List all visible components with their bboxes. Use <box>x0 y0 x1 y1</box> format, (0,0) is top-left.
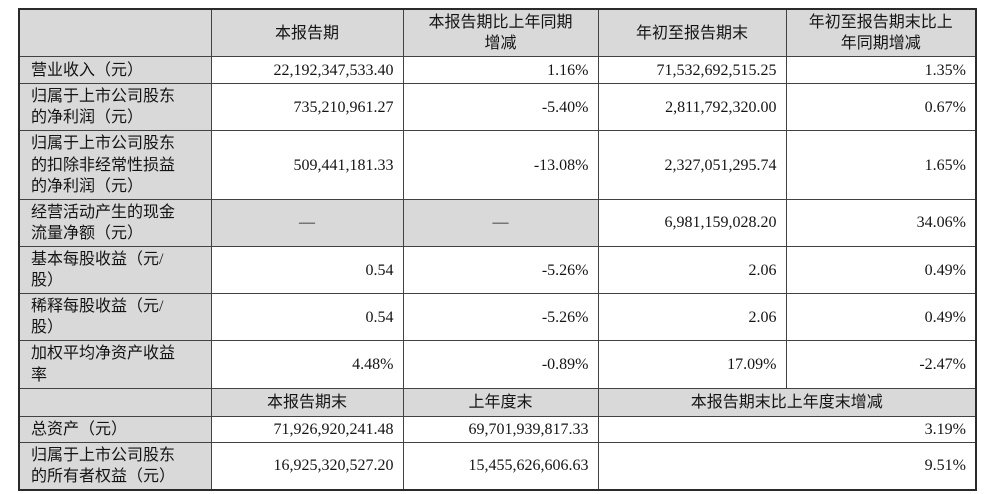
table-row-basic-eps: 基本每股收益（元/ 股） 0.54 -5.26% 2.06 0.49% <box>18 245 977 295</box>
table-row-net-profit: 归属于上市公司股东 的净利润（元） 735,210,961.27 -5.40% … <box>18 83 977 132</box>
value-cell: 16,925,320,527.20 <box>210 441 404 491</box>
table-row-weighted-roe: 加权平均净资产收益 率 4.48% -0.89% 17.09% -2.47% <box>18 340 977 389</box>
header-ytd: 年初至报告期末 <box>597 8 787 58</box>
value-cell: 1.35% <box>785 56 977 85</box>
header-period-end-change: 本报告期末比上年度末增减 <box>597 387 977 417</box>
empty-dash-cell: — <box>210 198 404 247</box>
row-label: 经营活动产生的现金 流量净额（元） <box>18 198 212 247</box>
row-label: 总资产（元） <box>18 415 212 443</box>
value-cell: 17.09% <box>597 340 787 389</box>
value-cell: 0.54 <box>210 245 404 295</box>
value-cell: 735,210,961.27 <box>210 83 404 132</box>
value-cell: 2.06 <box>597 293 787 342</box>
row-label: 归属于上市公司股东 的所有者权益（元） <box>18 441 212 491</box>
value-cell: 2.06 <box>597 245 787 295</box>
row-label: 营业收入（元） <box>18 56 212 85</box>
header-yoy-change: 本报告期比上年同期 增减 <box>402 8 599 58</box>
key-financials-table: 本报告期 本报告期比上年同期 增减 年初至报告期末 年初至报告期末比上 年同期增… <box>18 8 977 491</box>
row-label: 归属于上市公司股东 的扣除非经常性损益 的净利润（元） <box>18 130 212 200</box>
secondary-header-row: 本报告期末 上年度末 本报告期末比上年度末增减 <box>18 387 977 417</box>
table-row-operating-cash-flow: 经营活动产生的现金 流量净额（元） — — 6,981,159,028.20 3… <box>18 198 977 247</box>
value-cell: -5.26% <box>402 293 599 342</box>
value-cell: 34.06% <box>785 198 977 247</box>
value-cell: 2,811,792,320.00 <box>597 83 787 132</box>
row-label: 归属于上市公司股东 的净利润（元） <box>18 83 212 132</box>
value-cell: 71,532,692,515.25 <box>597 56 787 85</box>
value-cell: 0.67% <box>785 83 977 132</box>
value-cell: 3.19% <box>597 415 977 443</box>
value-cell: -13.08% <box>402 130 599 200</box>
table-row-net-profit-excl-nonrecurring: 归属于上市公司股东 的扣除非经常性损益 的净利润（元） 509,441,181.… <box>18 130 977 200</box>
value-cell: 0.54 <box>210 293 404 342</box>
value-cell: 1.65% <box>785 130 977 200</box>
table-row-total-assets: 总资产（元） 71,926,920,241.48 69,701,939,817.… <box>18 415 977 443</box>
value-cell: 69,701,939,817.33 <box>402 415 599 443</box>
row-label: 加权平均净资产收益 率 <box>18 340 212 389</box>
header-empty-cell <box>18 387 212 417</box>
row-label: 基本每股收益（元/ 股） <box>18 245 212 295</box>
value-cell: 71,926,920,241.48 <box>210 415 404 443</box>
header-empty-cell <box>18 8 212 58</box>
table-row-diluted-eps: 稀释每股收益（元/ 股） 0.54 -5.26% 2.06 0.49% <box>18 293 977 342</box>
value-cell: 6,981,159,028.20 <box>597 198 787 247</box>
table-row-revenue: 营业收入（元） 22,192,347,533.40 1.16% 71,532,6… <box>18 56 977 85</box>
empty-dash-cell: — <box>402 198 599 247</box>
value-cell: 1.16% <box>402 56 599 85</box>
value-cell: 22,192,347,533.40 <box>210 56 404 85</box>
header-end-of-last-year: 上年度末 <box>402 387 599 417</box>
value-cell: -2.47% <box>785 340 977 389</box>
header-end-of-period: 本报告期末 <box>210 387 404 417</box>
value-cell: -0.89% <box>402 340 599 389</box>
row-label: 稀释每股收益（元/ 股） <box>18 293 212 342</box>
value-cell: 15,455,626,606.63 <box>402 441 599 491</box>
value-cell: 0.49% <box>785 293 977 342</box>
header-ytd-yoy-change: 年初至报告期末比上 年同期增减 <box>785 8 977 58</box>
value-cell: -5.26% <box>402 245 599 295</box>
value-cell: 509,441,181.33 <box>210 130 404 200</box>
value-cell: 9.51% <box>597 441 977 491</box>
value-cell: 4.48% <box>210 340 404 389</box>
value-cell: 0.49% <box>785 245 977 295</box>
main-header-row: 本报告期 本报告期比上年同期 增减 年初至报告期末 年初至报告期末比上 年同期增… <box>18 8 977 58</box>
value-cell: 2,327,051,295.74 <box>597 130 787 200</box>
table-row-owners-equity: 归属于上市公司股东 的所有者权益（元） 16,925,320,527.20 15… <box>18 441 977 491</box>
value-cell: -5.40% <box>402 83 599 132</box>
header-current-period: 本报告期 <box>210 8 404 58</box>
